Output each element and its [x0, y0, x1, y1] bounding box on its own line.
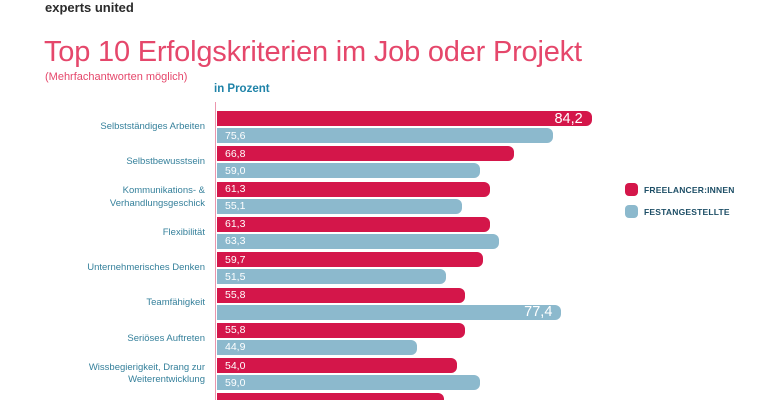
bar-value-label: 61,3	[225, 218, 246, 231]
subtitle: (Mehrfachantworten möglich)	[45, 71, 188, 83]
legend-item-festangestellte: FESTANGESTELLTE	[625, 205, 735, 218]
bar-value-label: 55,1	[225, 200, 246, 213]
bar-value-label: 44,9	[225, 341, 246, 354]
category-label: Seriöses Auftreten	[127, 332, 205, 344]
bar-value-label: 59,0	[225, 164, 246, 177]
festangestellte-swatch-icon	[625, 205, 638, 218]
page-title: Top 10 Erfolgskriterien im Job oder Proj…	[44, 36, 582, 68]
category-label: Teamfähigkeit	[146, 297, 205, 309]
bar-value-label: 59,0	[225, 376, 246, 389]
bar-value-label: 55,8	[225, 324, 246, 337]
category-label: Flexibilität	[162, 226, 205, 238]
bar-value-label: 63,3	[225, 235, 246, 248]
bar-value-label: 84,2	[554, 110, 583, 127]
logo-text: experts united	[45, 0, 134, 15]
bar-value-label: 59,7	[225, 253, 246, 266]
bar-value-label: 54,0	[225, 359, 246, 372]
bar-partial-clipped	[217, 393, 444, 400]
bar-value-label: 61,3	[225, 183, 246, 196]
bar-freelancer: 61,3	[217, 181, 490, 197]
legend-label-freelancer: FREELANCER:INNEN	[644, 184, 735, 195]
bar-value-label: 77,4	[524, 304, 553, 320]
bar-festangestellte: 59,0	[217, 375, 480, 391]
bar-festangestellte: 44,9	[217, 339, 417, 355]
bar-festangestellte: 63,3	[217, 233, 499, 249]
bar-value-label: 75,6	[225, 129, 246, 142]
freelancer-swatch-icon	[625, 183, 638, 196]
bar-freelancer: 84,2	[217, 110, 592, 127]
bar-festangestellte: 51,5	[217, 269, 447, 285]
legend: FREELANCER:INNEN FESTANGESTELLTE	[625, 183, 735, 227]
bar-festangestellte: 75,6	[217, 128, 554, 143]
category-label: Kommunikations- & Verhandlungsgeschick	[109, 185, 205, 209]
legend-item-freelancer: FREELANCER:INNEN	[625, 183, 735, 196]
bar-value-label: 66,8	[225, 147, 246, 160]
bar-freelancer: 54,0	[217, 358, 458, 374]
bar-freelancer: 55,8	[217, 287, 466, 303]
bar-freelancer: 61,3	[217, 216, 490, 232]
category-label: Wissbegierigkeit, Drang zur Weiterentwic…	[88, 361, 205, 386]
legend-label-festangestellte: FESTANGESTELLTE	[644, 206, 730, 217]
bar-festangestellte: 77,4	[217, 304, 562, 320]
category-label: Selbstbewusstsein	[126, 156, 205, 168]
bar-value-label: 55,8	[225, 289, 246, 301]
bar-festangestellte: 55,1	[217, 198, 463, 214]
unit-label: in Prozent	[214, 83, 270, 95]
y-axis-line	[215, 102, 216, 400]
bar-freelancer: 59,7	[217, 252, 483, 268]
bar-value-label: 51,5	[225, 270, 246, 283]
bar-freelancer: 55,8	[217, 322, 466, 338]
bar-festangestellte: 59,0	[217, 163, 480, 179]
category-label: Unternehmerisches Denken	[87, 262, 205, 274]
bar-freelancer: 66,8	[217, 146, 515, 162]
category-label: Selbstständiges Arbeiten	[100, 120, 205, 132]
